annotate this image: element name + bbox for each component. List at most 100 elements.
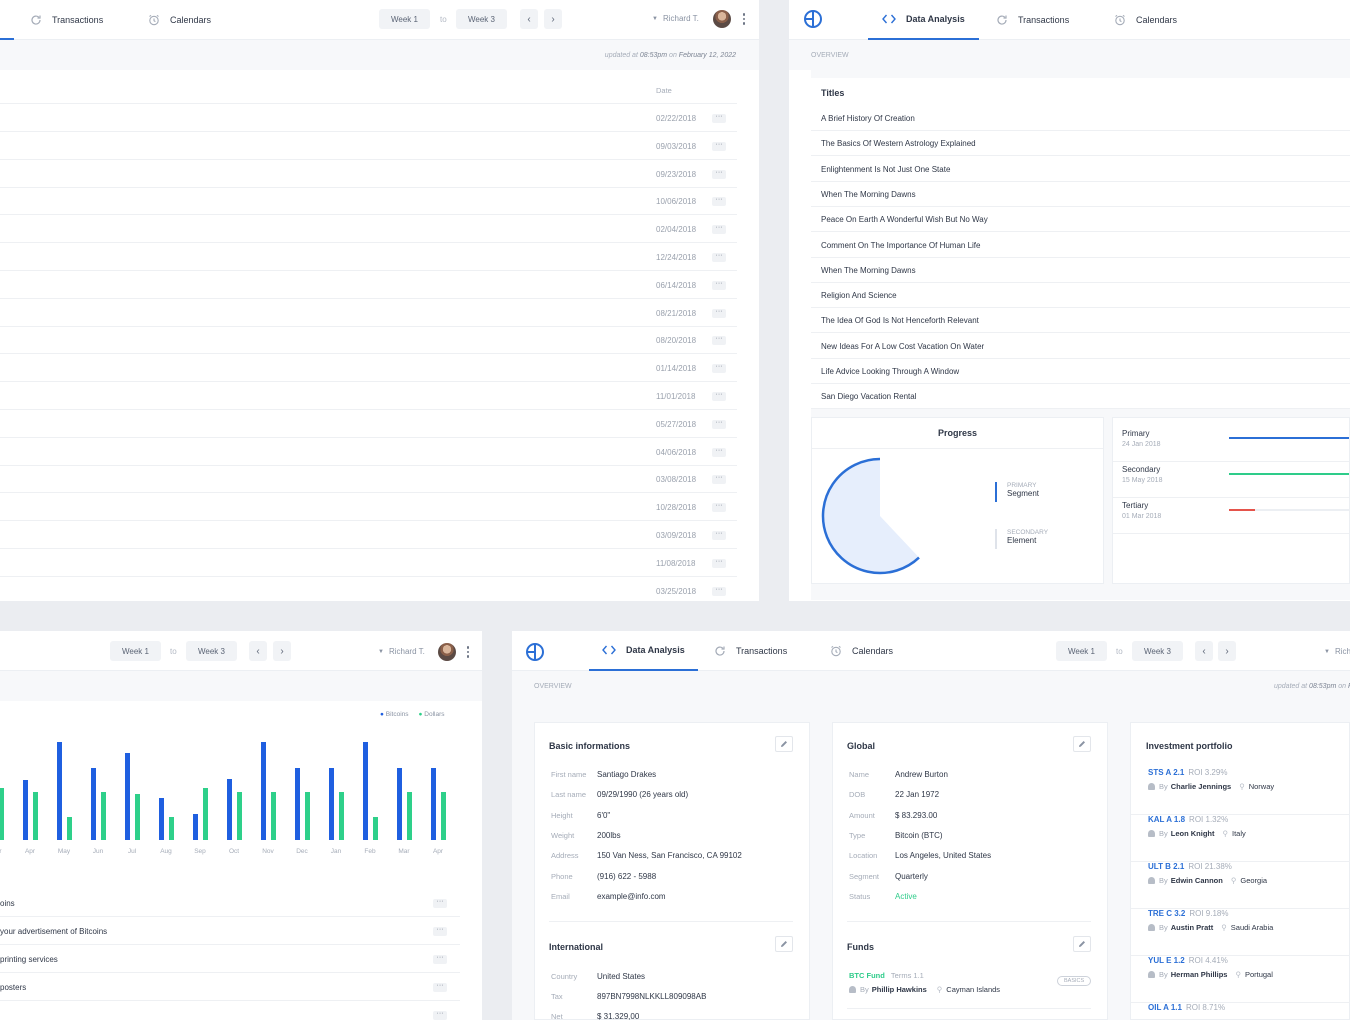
prev-button[interactable]: ‹ — [1195, 641, 1213, 661]
list-item[interactable]: ULT B 2.1 ROI 21.38% By Edwin Cannon ⚲ Georgi… — [1131, 862, 1350, 909]
x-tick-label: Apr — [24, 848, 36, 855]
more-menu-icon[interactable] — [742, 13, 746, 25]
field-label: Last name — [551, 790, 587, 800]
list-item[interactable]: Enlightenment Is Not Just One State — [811, 157, 1350, 182]
field-label: Status — [849, 891, 871, 901]
bar-bitcoins — [227, 779, 232, 840]
tab-calendars[interactable]: Calendars — [1114, 0, 1177, 40]
row-more-icon[interactable]: ··· — [712, 113, 726, 123]
row-more-icon[interactable]: ··· — [712, 474, 726, 485]
week-to-select[interactable]: Week 3 — [186, 641, 237, 661]
tab-data-analysis[interactable]: Data Analysis — [589, 631, 698, 671]
edit-international-button[interactable] — [775, 936, 793, 952]
edit-global-button[interactable] — [1073, 736, 1091, 752]
app-logo-icon[interactable] — [525, 642, 545, 662]
avatar[interactable] — [713, 10, 731, 28]
row-more-icon[interactable]: ··· — [433, 926, 447, 936]
row-more-icon[interactable]: ··· — [712, 335, 726, 346]
list-item[interactable]: YUL E 1.2 ROI 4.41% By Herman Phillips ⚲ Port… — [1131, 956, 1350, 1003]
field-label: Net — [551, 1012, 563, 1020]
row-more-icon[interactable]: ··· — [712, 363, 726, 374]
table-row: oins ··· — [0, 889, 460, 917]
next-button[interactable]: › — [544, 9, 562, 29]
bar-dollars — [305, 792, 310, 840]
prev-button[interactable]: ‹ — [249, 641, 267, 661]
table-row: printing services ··· — [0, 945, 460, 973]
overview-bar: OVERVIEW — [789, 40, 1350, 70]
row-more-icon[interactable]: ··· — [712, 502, 726, 513]
row-more-icon[interactable]: ··· — [712, 280, 726, 290]
week-from-select[interactable]: Week 1 — [1056, 641, 1107, 661]
progress-track — [1229, 473, 1349, 475]
list-item[interactable]: OIL A 1.1 ROI 8.71% — [1131, 1003, 1350, 1020]
more-menu-icon[interactable] — [466, 646, 470, 658]
list-item[interactable]: When The Morning Dawns — [811, 182, 1350, 207]
bar-bitcoins — [23, 780, 28, 840]
row-more-icon[interactable]: ··· — [433, 898, 447, 908]
week-from-select[interactable]: Week 1 — [110, 641, 161, 661]
user-menu[interactable]: ▼ Richard T. — [652, 14, 699, 23]
bar-dollars — [67, 817, 72, 840]
list-item[interactable]: KAL A 1.8 ROI 1.32% By Leon Knight ⚲ Italy — [1131, 815, 1350, 862]
list-item[interactable]: Religion And Science — [811, 283, 1350, 309]
row-text: posters — [0, 983, 27, 992]
list-item[interactable]: The Idea Of God Is Not Henceforth Releva… — [811, 308, 1350, 334]
next-button[interactable]: › — [273, 641, 291, 661]
row-more-icon[interactable]: ··· — [712, 419, 726, 429]
progress-fill — [1229, 473, 1349, 475]
user-menu[interactable]: ▼ Richard T. — [1324, 647, 1350, 656]
list-item[interactable]: STS A 2.1 ROI 3.29% By Charlie Jennings ⚲ Nor… — [1131, 768, 1350, 815]
week-to-select[interactable]: Week 3 — [1132, 641, 1183, 661]
row-more-icon[interactable]: ··· — [712, 447, 726, 457]
row-more-icon[interactable]: ··· — [712, 586, 726, 596]
list-item[interactable]: The Basics Of Western Astrology Explaine… — [811, 131, 1350, 157]
tab-transactions[interactable]: Transactions — [30, 0, 103, 40]
list-item[interactable]: A Brief History Of Creation — [811, 106, 1350, 131]
progress-row-label: Primary — [1122, 429, 1150, 438]
list-item[interactable]: Peace On Earth A Wonderful Wish But No W… — [811, 207, 1350, 233]
user-icon — [1148, 783, 1155, 790]
field-value: Santiago Drakes — [597, 770, 657, 779]
row-more-icon[interactable]: ··· — [712, 224, 726, 235]
list-item[interactable]: When The Morning Dawns — [811, 258, 1350, 283]
next-button[interactable]: › — [1218, 641, 1236, 661]
tab-data-analysis[interactable]: Data Analysis — [868, 0, 979, 40]
row-more-icon[interactable]: ··· — [433, 1010, 447, 1020]
row-more-icon[interactable]: ··· — [712, 196, 726, 207]
row-more-icon[interactable]: ··· — [712, 391, 726, 401]
user-icon — [1148, 924, 1155, 931]
row-more-icon[interactable]: ··· — [712, 141, 726, 151]
tab-transactions[interactable]: Transactions — [996, 0, 1069, 40]
updated-timestamp: updated at 08:53pm on February 12, 2022 — [604, 51, 736, 59]
row-more-icon[interactable]: ··· — [433, 982, 447, 992]
row-more-icon[interactable]: ··· — [433, 954, 447, 964]
tab-transactions[interactable]: Transactions — [714, 631, 787, 671]
bar-dollars — [101, 792, 106, 840]
table-row: 02/22/2018 ··· — [0, 104, 737, 132]
list-item[interactable]: TRE C 3.2 ROI 9.18% By Austin Pratt ⚲ Saudi A… — [1131, 909, 1350, 956]
list-item[interactable]: Comment On The Importance Of Human Life — [811, 233, 1350, 258]
row-more-icon[interactable]: ··· — [712, 169, 726, 179]
row-more-icon[interactable]: ··· — [712, 308, 726, 318]
user-menu[interactable]: ▼ Richard T. — [378, 647, 425, 656]
fund-item[interactable]: BTC Fund Terms 1.1 — [849, 971, 924, 980]
investment-meta: By Leon Knight ⚲ Italy — [1148, 829, 1246, 838]
tab-calendars[interactable]: Calendars — [830, 631, 893, 671]
list-item[interactable]: New Ideas For A Low Cost Vacation On Wat… — [811, 334, 1350, 359]
list-item[interactable]: Life Advice Looking Through A Window — [811, 359, 1350, 384]
row-more-icon[interactable]: ··· — [712, 558, 726, 568]
investment-portfolio-card: Investment portfolio — [1130, 722, 1350, 1020]
tab-calendars[interactable]: Calendars — [148, 0, 211, 40]
row-more-icon[interactable]: ··· — [712, 530, 726, 540]
week-to-select[interactable]: Week 3 — [456, 9, 507, 29]
row-more-icon[interactable]: ··· — [712, 252, 726, 262]
app-logo-icon[interactable] — [803, 9, 823, 29]
list-item[interactable]: San Diego Vacation Rental — [811, 384, 1350, 410]
avatar[interactable] — [438, 643, 456, 661]
edit-funds-button[interactable] — [1073, 936, 1091, 952]
week-from-select[interactable]: Week 1 — [379, 9, 430, 29]
titles-header: Titles — [821, 88, 845, 98]
investment-code: KAL A 1.8 ROI 1.32% — [1148, 815, 1229, 824]
prev-button[interactable]: ‹ — [520, 9, 538, 29]
edit-basic-info-button[interactable] — [775, 736, 793, 752]
